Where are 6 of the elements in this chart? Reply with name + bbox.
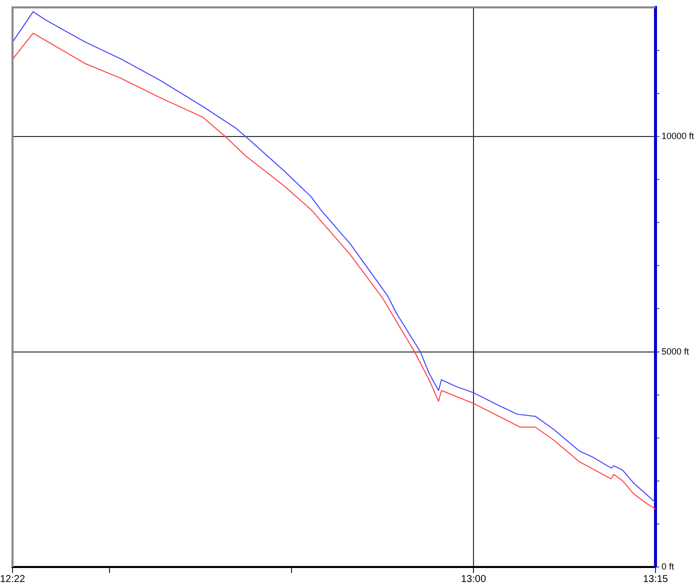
y-tick-label: 0 ft <box>661 561 674 572</box>
y-tick-label: 5000 ft <box>661 346 690 356</box>
x-tick-label: 12:22 <box>0 574 26 585</box>
x-tick-label: 13:00 <box>460 574 486 585</box>
x-tick-label: 13:15 <box>642 574 668 585</box>
y-tick-label: 10000 ft <box>661 131 694 142</box>
